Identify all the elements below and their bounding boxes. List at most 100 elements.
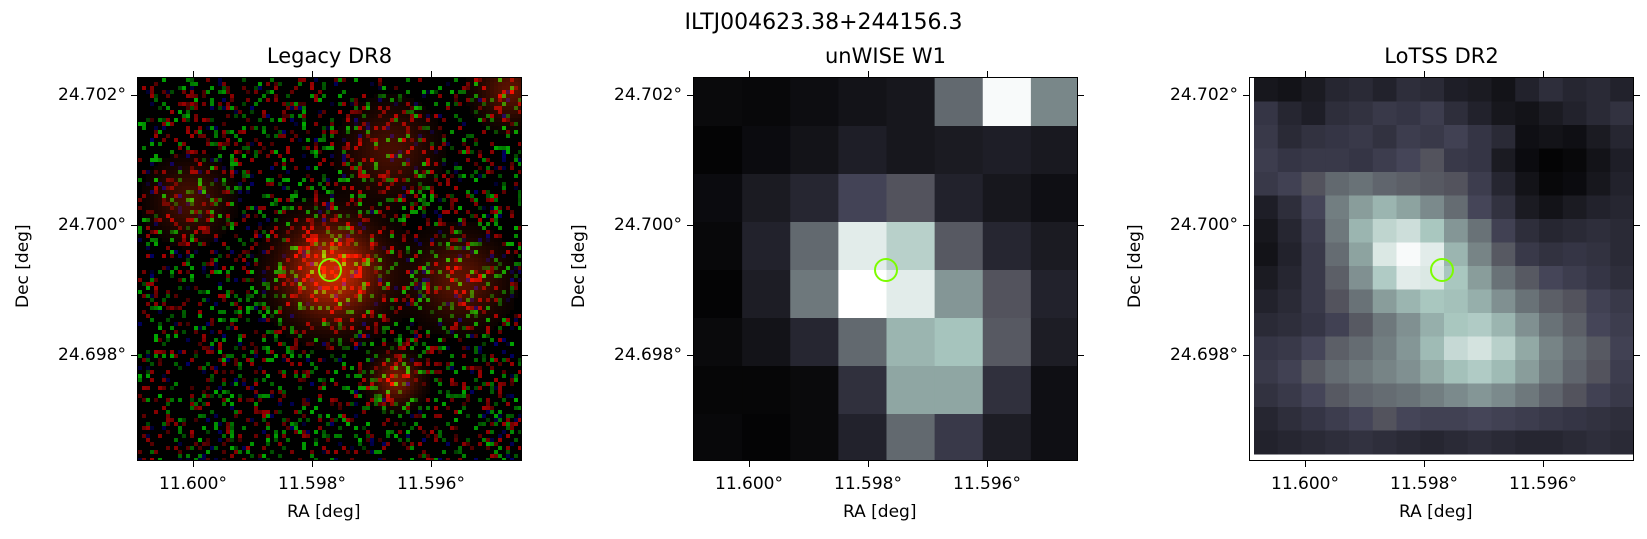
noise-pixel	[322, 218, 326, 222]
noise-pixel	[426, 162, 430, 166]
noise-pixel	[302, 206, 306, 210]
noise-pixel	[450, 426, 454, 430]
noise-pixel	[374, 118, 378, 122]
noise-pixel	[150, 218, 154, 222]
noise-pixel	[426, 262, 430, 266]
noise-pixel	[426, 110, 430, 114]
noise-pixel	[470, 290, 474, 294]
noise-pixel	[442, 282, 446, 286]
noise-pixel	[454, 230, 458, 234]
noise-pixel	[354, 294, 358, 298]
noise-pixel	[250, 294, 254, 298]
noise-pixel	[250, 182, 254, 186]
noise-pixel	[518, 90, 521, 94]
noise-pixel	[306, 434, 310, 438]
noise-pixel	[198, 406, 202, 410]
noise-pixel	[230, 170, 234, 174]
noise-pixel	[326, 194, 330, 198]
noise-pixel	[394, 210, 398, 214]
noise-pixel	[418, 190, 422, 194]
noise-pixel	[518, 102, 521, 106]
noise-pixel	[162, 266, 166, 270]
noise-pixel	[378, 234, 382, 238]
noise-pixel	[518, 254, 521, 258]
noise-pixel	[502, 358, 506, 362]
noise-pixel	[398, 346, 402, 350]
noise-pixel	[158, 310, 162, 314]
noise-pixel	[374, 162, 378, 166]
noise-pixel	[482, 274, 486, 278]
noise-pixel	[394, 374, 398, 378]
noise-pixel	[514, 182, 518, 186]
noise-pixel	[174, 362, 178, 366]
noise-pixel	[338, 294, 342, 298]
noise-pixel	[386, 118, 390, 122]
noise-pixel	[146, 358, 150, 362]
noise-pixel	[382, 326, 386, 330]
noise-pixel	[182, 206, 186, 210]
noise-pixel	[398, 358, 402, 362]
noise-pixel	[482, 310, 486, 314]
noise-pixel	[370, 202, 374, 206]
noise-pixel	[398, 378, 402, 382]
noise-pixel	[186, 242, 190, 246]
noise-pixel	[394, 338, 398, 342]
noise-pixel	[394, 362, 398, 366]
noise-pixel	[150, 158, 154, 162]
noise-pixel	[158, 234, 162, 238]
noise-pixel	[290, 218, 294, 222]
noise-pixel	[358, 118, 362, 122]
noise-pixel	[494, 126, 498, 130]
noise-pixel	[406, 186, 410, 190]
noise-pixel	[478, 346, 482, 350]
noise-pixel	[350, 150, 354, 154]
noise-pixel	[298, 182, 302, 186]
noise-pixel	[482, 174, 486, 178]
noise-pixel	[390, 370, 394, 374]
noise-pixel	[382, 210, 386, 214]
noise-pixel	[354, 346, 358, 350]
noise-pixel	[474, 162, 478, 166]
noise-pixel	[390, 362, 394, 366]
noise-pixel	[366, 354, 370, 358]
noise-pixel	[190, 402, 194, 406]
noise-pixel	[374, 218, 378, 222]
noise-pixel	[274, 162, 278, 166]
noise-pixel	[294, 242, 298, 246]
noise-pixel	[446, 274, 450, 278]
noise-pixel	[202, 154, 206, 158]
noise-pixel	[486, 246, 490, 250]
noise-pixel	[274, 282, 278, 286]
noise-pixel	[478, 226, 482, 230]
noise-pixel	[494, 238, 498, 242]
noise-pixel	[358, 318, 362, 322]
noise-pixel	[370, 138, 374, 142]
noise-pixel	[490, 406, 494, 410]
noise-pixel	[342, 322, 346, 326]
noise-pixel	[182, 142, 186, 146]
noise-pixel	[454, 210, 458, 214]
noise-pixel	[398, 110, 402, 114]
noise-pixel	[338, 206, 342, 210]
noise-pixel	[166, 186, 170, 190]
noise-pixel	[354, 214, 358, 218]
noise-pixel	[150, 298, 154, 302]
noise-pixel	[478, 110, 482, 114]
noise-pixel	[322, 242, 326, 246]
noise-pixel	[426, 366, 430, 370]
noise-pixel	[410, 238, 414, 242]
noise-pixel	[482, 122, 486, 126]
noise-pixel	[170, 326, 174, 330]
noise-pixel	[394, 206, 398, 210]
noise-pixel	[462, 314, 466, 318]
noise-pixel	[262, 114, 266, 118]
noise-pixel	[234, 106, 238, 110]
noise-pixel	[162, 186, 166, 190]
noise-pixel	[406, 270, 410, 274]
noise-pixel	[418, 186, 422, 190]
noise-pixel	[210, 378, 214, 382]
noise-pixel	[370, 162, 374, 166]
noise-pixel	[382, 178, 386, 182]
noise-pixel	[506, 426, 510, 430]
noise-pixel	[506, 250, 510, 254]
